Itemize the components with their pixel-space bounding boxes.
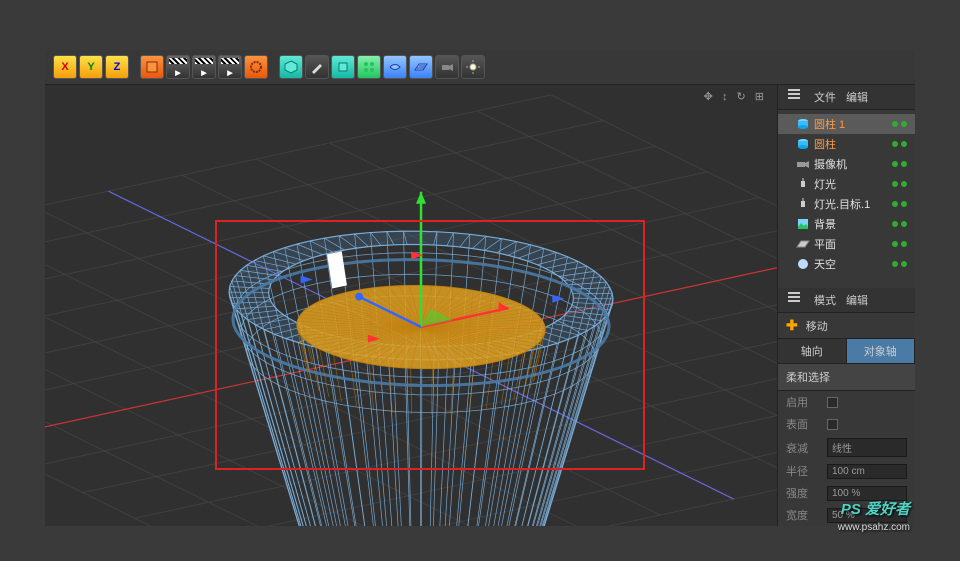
record-icon[interactable] — [166, 55, 190, 79]
attr-tabs: 轴向 对象轴 — [778, 338, 915, 363]
edit-menu[interactable]: 编辑 — [846, 292, 868, 308]
pen-icon[interactable] — [305, 55, 329, 79]
primitive-cube-icon[interactable] — [279, 55, 303, 79]
nurbs-icon[interactable] — [331, 55, 355, 79]
prop-radius-label: 半径 — [786, 463, 821, 479]
tab-object[interactable]: 对象轴 — [847, 339, 916, 363]
light-icon[interactable] — [461, 55, 485, 79]
deformer-icon[interactable] — [383, 55, 407, 79]
axis-z-button[interactable]: Z — [105, 55, 129, 79]
attr-header: 模式 编辑 — [778, 288, 915, 313]
cube-icon[interactable] — [140, 55, 164, 79]
menu-icon[interactable] — [788, 89, 800, 99]
tool-label: 移动 — [806, 318, 828, 334]
hierarchy-item[interactable]: 摄像机 — [778, 154, 915, 174]
floor-icon[interactable] — [409, 55, 433, 79]
axis-y-button[interactable]: Y — [79, 55, 103, 79]
xyz-group: X Y Z — [53, 55, 129, 79]
prop-strength-label: 强度 — [786, 485, 821, 501]
watermark-title: PS 爱好者 — [841, 498, 910, 519]
menu-icon[interactable] — [788, 292, 800, 302]
prop-surface-label: 表面 — [786, 416, 821, 432]
section-soft: 柔和选择 — [778, 363, 915, 391]
hierarchy-item[interactable]: 背景 — [778, 214, 915, 234]
hierarchy-item[interactable]: 灯光 — [778, 174, 915, 194]
hierarchy-item[interactable]: 平面 — [778, 234, 915, 254]
prop-width-label: 宽度 — [786, 507, 821, 523]
prop-enable-label: 启用 — [786, 394, 821, 410]
hierarchy-item[interactable]: 天空 — [778, 254, 915, 274]
watermark-url: www.psahz.com — [838, 522, 910, 533]
file-menu[interactable]: 文件 — [814, 89, 836, 105]
objects-header: 文件 编辑 — [778, 85, 915, 110]
tool-name: ✚ 移动 — [778, 313, 915, 338]
record2-icon[interactable] — [192, 55, 216, 79]
hierarchy-item[interactable]: 圆柱 1 — [778, 114, 915, 134]
prop-falloff-value[interactable]: 线性 — [827, 438, 907, 457]
move-icon: ✚ — [786, 317, 798, 334]
prop-surface-check[interactable] — [827, 419, 838, 430]
prop-enable-check[interactable] — [827, 397, 838, 408]
prop-radius-value[interactable]: 100 cm — [827, 464, 907, 479]
tab-axis[interactable]: 轴向 — [778, 339, 847, 363]
hierarchy-item[interactable]: 圆柱 — [778, 134, 915, 154]
camera-icon[interactable] — [435, 55, 459, 79]
axis-x-button[interactable]: X — [53, 55, 77, 79]
gear-icon[interactable] — [244, 55, 268, 79]
side-panel: 文件 编辑 圆柱 1圆柱摄像机灯光灯光.目标.1背景平面天空 模式 编辑 ✚ 移… — [777, 85, 915, 526]
edit-menu[interactable]: 编辑 — [846, 89, 868, 105]
record3-icon[interactable] — [218, 55, 242, 79]
hierarchy-item[interactable]: 灯光.目标.1 — [778, 194, 915, 214]
prop-falloff-label: 衰减 — [786, 440, 821, 456]
toolbar: X Y Z — [45, 50, 915, 85]
mode-menu[interactable]: 模式 — [814, 292, 836, 308]
scene-3d — [45, 85, 777, 526]
array-icon[interactable] — [357, 55, 381, 79]
viewport[interactable]: ✥ ↕ ↻ ⊞ — [45, 85, 777, 526]
object-hierarchy: 圆柱 1圆柱摄像机灯光灯光.目标.1背景平面天空 — [778, 110, 915, 278]
